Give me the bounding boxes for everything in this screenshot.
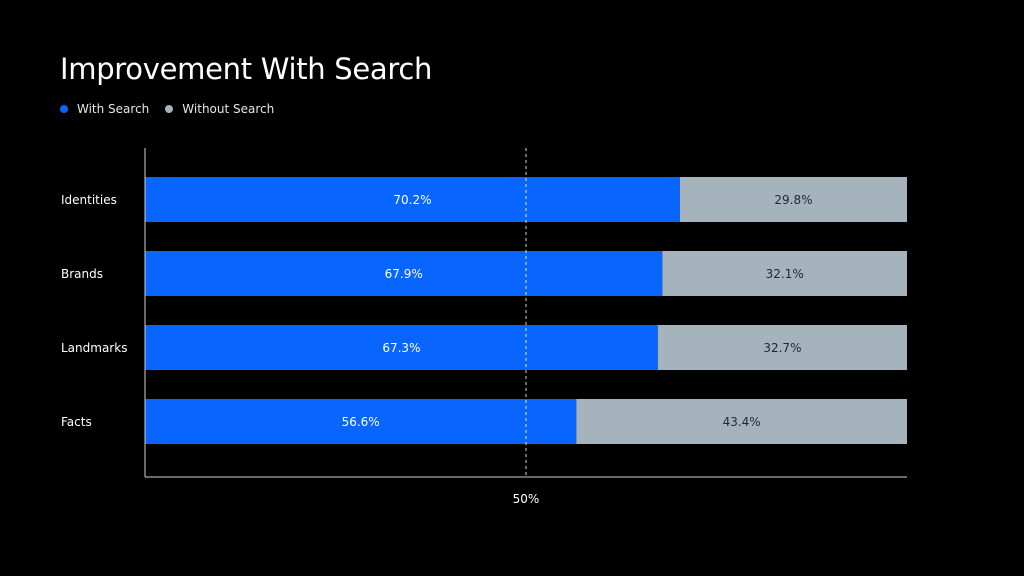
data-label-brands-without-search: 32.1% — [766, 267, 804, 281]
legend-label-without-search: Without Search — [182, 102, 275, 116]
bar-brands-with-search — [145, 251, 663, 296]
category-label-brands: Brands — [61, 267, 103, 281]
data-label-landmarks-with-search: 67.3% — [382, 341, 420, 355]
legend-swatch-with-search — [60, 105, 68, 113]
chart-title: Improvement With Search — [60, 52, 433, 86]
bar-landmarks-without-search — [657, 325, 907, 370]
bar-identities-without-search — [679, 177, 907, 222]
legend-label-with-search: With Search — [77, 102, 150, 116]
bar-brands-without-search — [662, 251, 907, 296]
bar-facts-without-search — [576, 399, 907, 444]
data-label-brands-with-search: 67.9% — [385, 267, 423, 281]
bar-landmarks-with-search — [145, 325, 658, 370]
legend-item-with-search: With Search — [60, 102, 149, 116]
reference-line-label: 50% — [513, 492, 540, 506]
data-label-identities-without-search: 29.8% — [774, 193, 812, 207]
legend-swatch-without-search — [165, 105, 174, 113]
bar-identities-with-search — [145, 177, 680, 222]
category-label-identities: Identities — [61, 193, 117, 207]
data-label-identities-with-search: 70.2% — [393, 193, 431, 207]
data-label-facts-without-search: 43.4% — [723, 415, 761, 429]
category-label-facts: Facts — [61, 415, 92, 429]
bar-facts-with-search — [145, 399, 577, 444]
category-label-landmarks: Landmarks — [61, 341, 127, 355]
data-label-facts-with-search: 56.6% — [342, 415, 380, 429]
chart-legend: With Search Without Search — [60, 102, 290, 116]
data-label-landmarks-without-search: 32.7% — [763, 341, 801, 355]
legend-item-without-search: Without Search — [165, 102, 274, 116]
